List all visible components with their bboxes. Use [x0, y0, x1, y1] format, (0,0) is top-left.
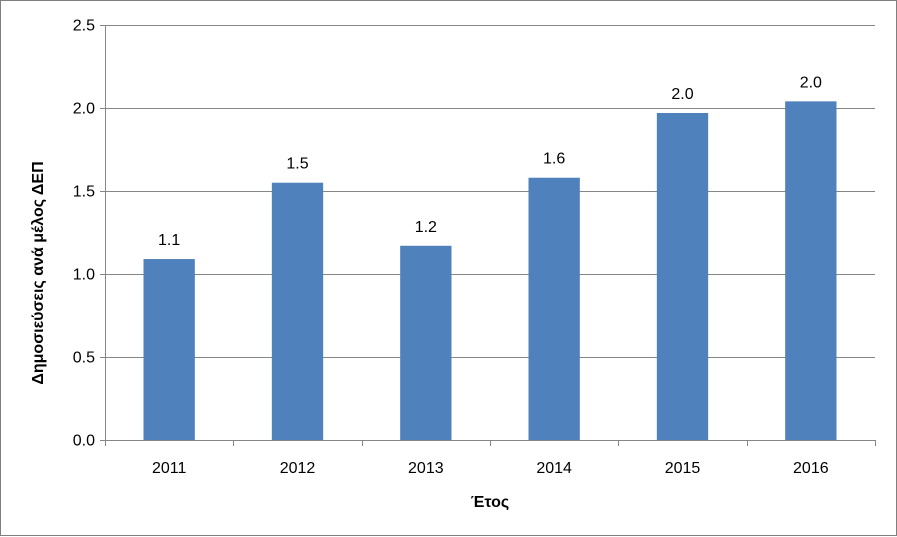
data-label-2012: 1.5 [286, 156, 308, 173]
x-axis-title: Έτος [471, 494, 509, 511]
gridlines [105, 25, 875, 358]
y-tick-label-1: 0.5 [73, 350, 95, 367]
y-tick-label-4: 2.0 [73, 101, 95, 118]
bar-2016 [785, 101, 837, 441]
labels: 0.0 0.5 1.0 1.5 2.0 2.5 1.1 2011 1.5 2012 1.2 2013 1… [73, 18, 829, 478]
bar-2011 [143, 259, 195, 440]
x-tick-label-2013: 2013 [408, 460, 444, 477]
data-label-2015: 2.0 [671, 86, 693, 103]
bar-2012 [271, 182, 324, 440]
y-tick-label-3: 1.5 [73, 184, 95, 201]
data-label-2011: 1.1 [158, 232, 180, 249]
y-axis-title: Δημοσιεύσεις ανά μέλος ΔΕΠ [30, 161, 47, 384]
x-tick-label-2011: 2011 [152, 460, 187, 477]
bar-2014 [528, 177, 580, 440]
bar-2013 [400, 245, 452, 440]
y-tick-label-0: 0.0 [73, 433, 95, 450]
data-label-2016: 2.0 [800, 74, 822, 91]
axes [100, 25, 876, 446]
y-tick-label-2: 1.0 [73, 267, 95, 284]
bars [143, 101, 837, 441]
data-label-2014: 1.6 [543, 151, 565, 168]
bar-2015 [656, 112, 709, 440]
x-tick-label-2012: 2012 [280, 460, 316, 477]
x-tick-label-2014: 2014 [536, 460, 572, 477]
data-label-2013: 1.2 [415, 219, 437, 236]
x-tick-label-2016: 2016 [793, 460, 829, 477]
y-tick-label-5: 2.5 [73, 18, 95, 35]
x-tick-label-2015: 2015 [665, 460, 701, 477]
